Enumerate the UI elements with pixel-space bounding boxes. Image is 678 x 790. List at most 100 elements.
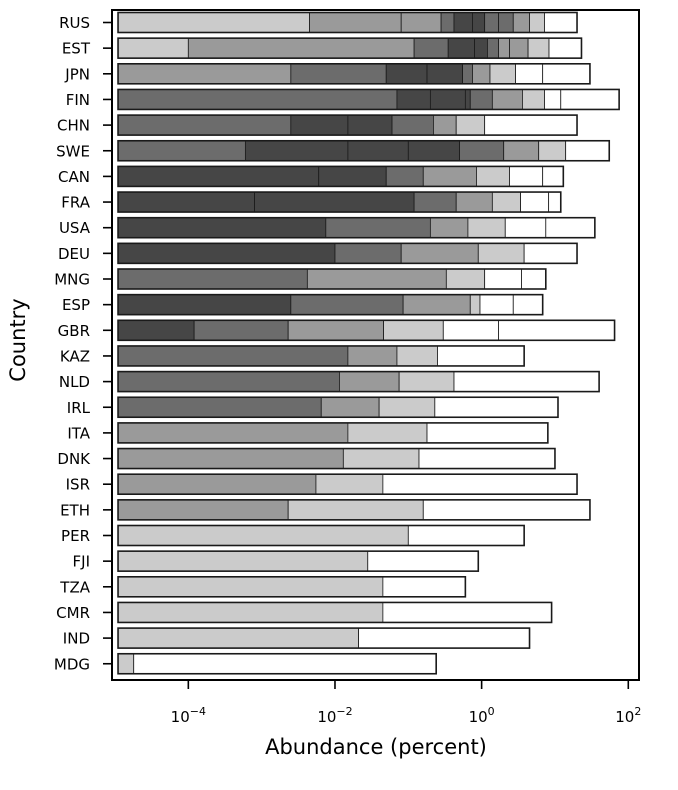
bar-segment	[347, 140, 409, 162]
bar-segment	[455, 114, 486, 136]
bar-segment	[477, 242, 525, 264]
bar-segment	[398, 371, 455, 393]
bar-usa	[117, 216, 596, 239]
bar-est	[117, 37, 583, 59]
y-tick-label: USA	[59, 219, 91, 237]
x-axis-title: Abundance (percent)	[265, 735, 487, 759]
bar-jpn	[117, 62, 591, 85]
y-tick-label: CHN	[57, 117, 90, 135]
bar-segment	[484, 12, 499, 33]
bar-nld	[117, 370, 600, 393]
bar-outline	[117, 575, 467, 598]
bar-segment	[117, 217, 327, 239]
bar-segment	[445, 268, 486, 290]
y-tick-label: ESP	[62, 296, 90, 314]
bar-segment	[358, 627, 530, 649]
bar-segment	[512, 12, 530, 33]
bar-segment	[489, 63, 516, 85]
bar-ind	[117, 627, 531, 649]
bar-cmr	[117, 601, 553, 624]
bar-segment	[290, 294, 404, 316]
bar-segment	[484, 114, 578, 136]
bar-segment	[407, 140, 460, 162]
y-tick-label: FIN	[66, 91, 90, 109]
bar-segment	[459, 140, 505, 162]
bar-segment	[447, 37, 475, 59]
bar-segment	[498, 12, 514, 33]
bar-segment	[491, 89, 523, 110]
bar-segment	[382, 473, 578, 495]
bar-segment	[117, 37, 189, 59]
bar-outline	[117, 165, 565, 188]
bar-swe	[117, 139, 611, 162]
bar-segment	[400, 12, 442, 33]
bar-segment	[542, 165, 564, 187]
bar-fji	[117, 550, 480, 572]
x-tick-label: 10−4	[171, 705, 206, 726]
bar-segment	[117, 191, 255, 213]
plot-frame	[111, 9, 640, 681]
bar-eth	[117, 499, 591, 521]
bar-segment	[434, 396, 559, 418]
bar-segment	[520, 191, 550, 213]
bar-segment	[407, 525, 525, 546]
y-tick-label: IND	[63, 630, 90, 648]
bar-outline	[117, 499, 591, 521]
bar-segment	[315, 473, 384, 495]
bar-outline	[117, 88, 620, 111]
bar-segment	[117, 242, 336, 264]
bar-deu	[117, 242, 578, 265]
bar-outline	[117, 319, 616, 342]
bar-segment	[523, 242, 578, 264]
bar-outline	[117, 268, 547, 290]
y-tick-label: DEU	[58, 245, 90, 263]
bar-segment	[382, 576, 466, 598]
y-tick-label: PER	[61, 527, 90, 545]
bar-segment	[527, 37, 550, 59]
bar-segment	[117, 499, 289, 521]
y-tick-label: ETH	[60, 501, 90, 519]
bar-segment	[117, 602, 384, 623]
bar-segment	[117, 63, 292, 85]
y-tick-label: SWE	[56, 142, 90, 160]
bar-segment	[429, 217, 469, 239]
bar-segment	[515, 63, 544, 85]
bar-outline	[117, 139, 611, 162]
bar-segment	[426, 63, 463, 85]
bar-segment	[117, 473, 317, 495]
bar-segment	[565, 140, 610, 162]
bar-segment	[462, 63, 473, 85]
bar-segment	[334, 242, 402, 264]
bar-segment	[306, 268, 447, 290]
bar-can	[117, 165, 565, 188]
bar-mdg	[117, 652, 437, 675]
bar-outline	[117, 11, 578, 34]
bar-segment	[548, 191, 562, 213]
bar-segment	[391, 114, 434, 136]
bar-segment	[290, 63, 387, 85]
y-tick-label: JPN	[64, 65, 90, 83]
bar-segment	[544, 12, 578, 33]
bar-segment	[117, 371, 340, 393]
bar-fin	[117, 88, 620, 111]
bar-outline	[117, 524, 525, 547]
y-tick-label: CMR	[56, 604, 90, 622]
bar-outline	[117, 550, 480, 572]
bar-segment	[545, 217, 596, 239]
bar-segment	[287, 499, 424, 521]
bar-segment	[117, 627, 360, 649]
y-tick-label: FRA	[61, 194, 90, 212]
bar-segment	[476, 165, 510, 187]
bar-segment	[117, 422, 349, 444]
bar-outline	[117, 242, 578, 265]
y-tick-label: CAN	[58, 168, 90, 186]
bar-segment	[244, 140, 349, 162]
bar-segment	[117, 448, 344, 469]
bar-segment	[433, 114, 457, 136]
y-tick-label: EST	[62, 40, 91, 58]
bar-gbr	[117, 319, 616, 342]
y-tick-label: ISR	[66, 476, 90, 494]
bar-segment	[402, 294, 471, 316]
bar-segment	[437, 345, 525, 367]
bar-segment	[472, 12, 486, 33]
